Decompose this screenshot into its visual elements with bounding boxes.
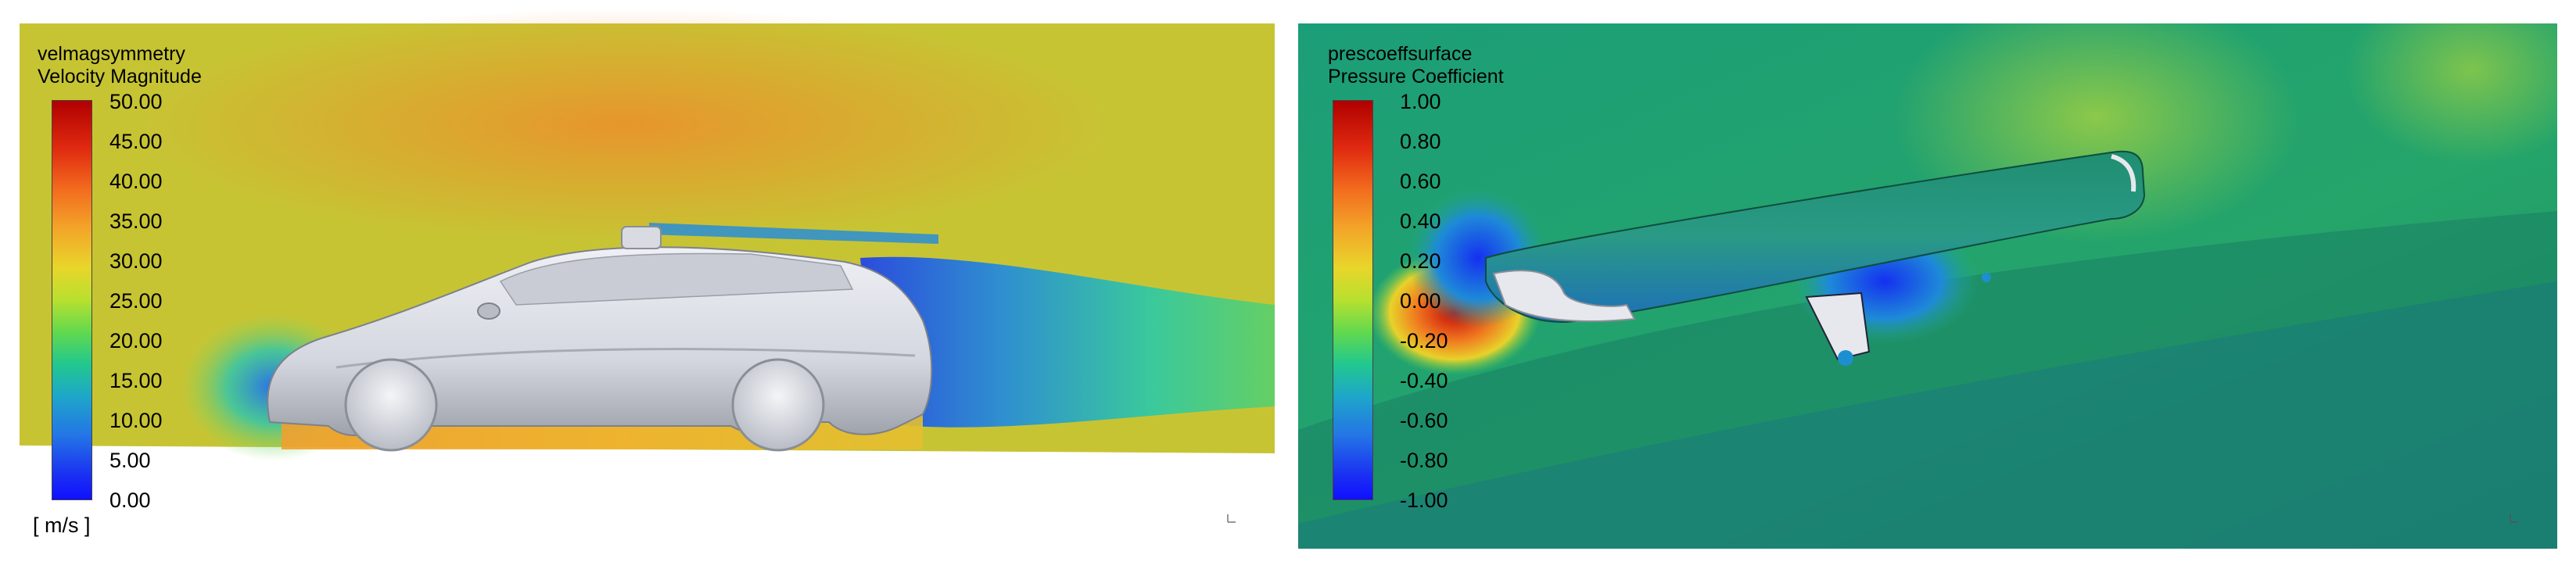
sensor-front-cap: [1492, 270, 1636, 322]
colorbar-tick-label: -0.80: [1400, 449, 1448, 472]
sensor-rear-cap: [2111, 154, 2137, 192]
colorbar-tick-label: 0.20: [1400, 249, 1441, 273]
colorbar-tick-label: 15.00: [109, 369, 163, 392]
colorbar-tick-label: 30.00: [109, 249, 163, 273]
colorbar-tick-label: 50.00: [109, 90, 163, 113]
colorbar-tick-label: 35.00: [109, 209, 163, 233]
roof-surface-lower: [1298, 281, 2557, 549]
velocity-title-variable: velmagsymmetry: [38, 43, 185, 65]
pressure-title-variable: prescoeffsurface: [1328, 43, 1473, 65]
roof-acceleration-zone: [141, 8, 1110, 242]
velocity-unit-label: [ m/s ]: [33, 514, 91, 537]
velocity-colorbar: [52, 100, 92, 500]
colorbar-tick-label: 0.80: [1400, 130, 1441, 153]
pressure-colorbar: [1333, 100, 1373, 500]
colorbar-tick-label: 20.00: [109, 329, 163, 352]
axis-triad-icon: [1227, 514, 1236, 523]
colorbar-tick-label: 45.00: [109, 130, 163, 153]
car-body-line: [335, 348, 916, 369]
rear-wheel: [731, 358, 825, 452]
velocity-title-quantity: Velocity Magnitude: [38, 66, 202, 88]
sensor-mount: [1805, 292, 1871, 361]
pressure-title-quantity: Pressure Coefficient: [1328, 66, 1504, 88]
mount-bolt-rear: [1982, 273, 1991, 282]
front-wheel: [344, 358, 438, 452]
velocity-contour-plot: [20, 8, 1275, 461]
side-mirror: [477, 302, 500, 320]
axis-triad-icon: [2510, 514, 2518, 523]
colorbar-tick-label: 10.00: [109, 409, 163, 432]
colorbar-tick-label: -1.00: [1400, 488, 1448, 512]
car-windows: [499, 252, 854, 306]
pressure-plot-title: prescoeffsurface Pressure Coefficient: [1328, 43, 1504, 88]
velocity-magnitude-panel: velmagsymmetry Velocity Magnitude 50.00 4…: [20, 8, 1275, 537]
pressure-coefficient-panel: prescoeffsurface Pressure Coefficient 1.…: [1298, 23, 2557, 549]
colorbar-tick-label: 1.00: [1400, 90, 1441, 113]
pressure-contour-plot: [1298, 23, 2557, 549]
corner-pressure-zone: [2346, 23, 2557, 164]
velocity-plot-title: velmagsymmetry Velocity Magnitude: [38, 43, 202, 88]
colorbar-tick-label: -0.40: [1400, 369, 1448, 392]
roof-surface: [1298, 211, 2557, 549]
colorbar-tick-label: 0.40: [1400, 209, 1441, 233]
colorbar-tick-label: -0.60: [1400, 409, 1448, 432]
colorbar-tick-label: -0.20: [1400, 329, 1448, 352]
colorbar-tick-label: 5.00: [109, 449, 151, 472]
mount-bolt: [1838, 350, 1853, 366]
colorbar-tick-label: 0.60: [1400, 170, 1441, 193]
colorbar-tick-label: 40.00: [109, 170, 163, 193]
roof-sensor: [621, 226, 662, 249]
colorbar-tick-label: 0.00: [1400, 289, 1441, 313]
colorbar-tick-label: 0.00: [109, 488, 151, 512]
rear-wake-zone: [860, 256, 1275, 428]
colorbar-tick-label: 25.00: [109, 289, 163, 313]
sensor-wake-streak: [649, 223, 938, 244]
